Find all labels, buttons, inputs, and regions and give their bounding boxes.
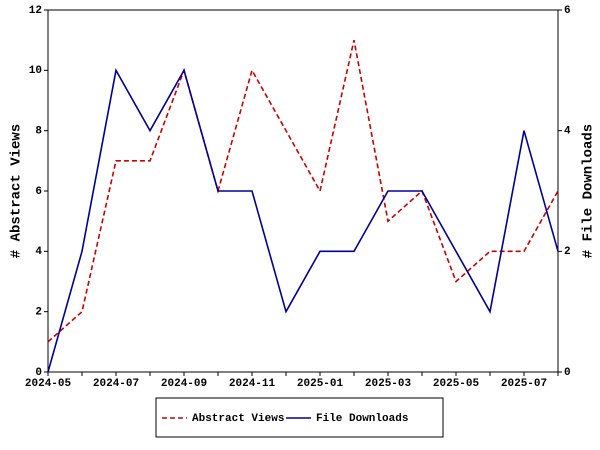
- series-line: [47, 68, 559, 373]
- y-tick-label: 6: [35, 186, 42, 198]
- y2-tick-label: 0: [564, 367, 571, 379]
- x-tick-label: 2025-05: [433, 378, 480, 390]
- y-tick-label: 0: [35, 367, 42, 379]
- x-tick-label: 2025-03: [365, 378, 412, 390]
- y2-tick-label: 2: [564, 246, 571, 258]
- series-line: [47, 39, 559, 343]
- plot-frame: [47, 9, 559, 373]
- x-tick-label: 2025-01: [297, 378, 344, 390]
- x-tick-label: 2024-07: [93, 378, 139, 390]
- y2-tick-label: 4: [564, 126, 571, 138]
- legend-label: File Downloads: [316, 413, 408, 425]
- y-tick-label: 8: [35, 126, 42, 138]
- y-tick-label: 10: [29, 65, 42, 77]
- y-tick-label: 12: [29, 5, 42, 17]
- x-tick-label: 2024-05: [25, 378, 72, 390]
- y2-axis-label: # File Downloads: [581, 124, 597, 258]
- legend-label: Abstract Views: [192, 413, 284, 425]
- y-tick-label: 2: [35, 307, 42, 319]
- x-tick-label: 2024-11: [229, 378, 276, 390]
- y2-tick-label: 6: [564, 5, 571, 17]
- y-tick-label: 4: [35, 246, 42, 258]
- y-axis-label: # Abstract Views: [9, 124, 25, 258]
- x-tick-label: 2025-07: [501, 378, 547, 390]
- x-tick-label: 2024-09: [161, 378, 207, 390]
